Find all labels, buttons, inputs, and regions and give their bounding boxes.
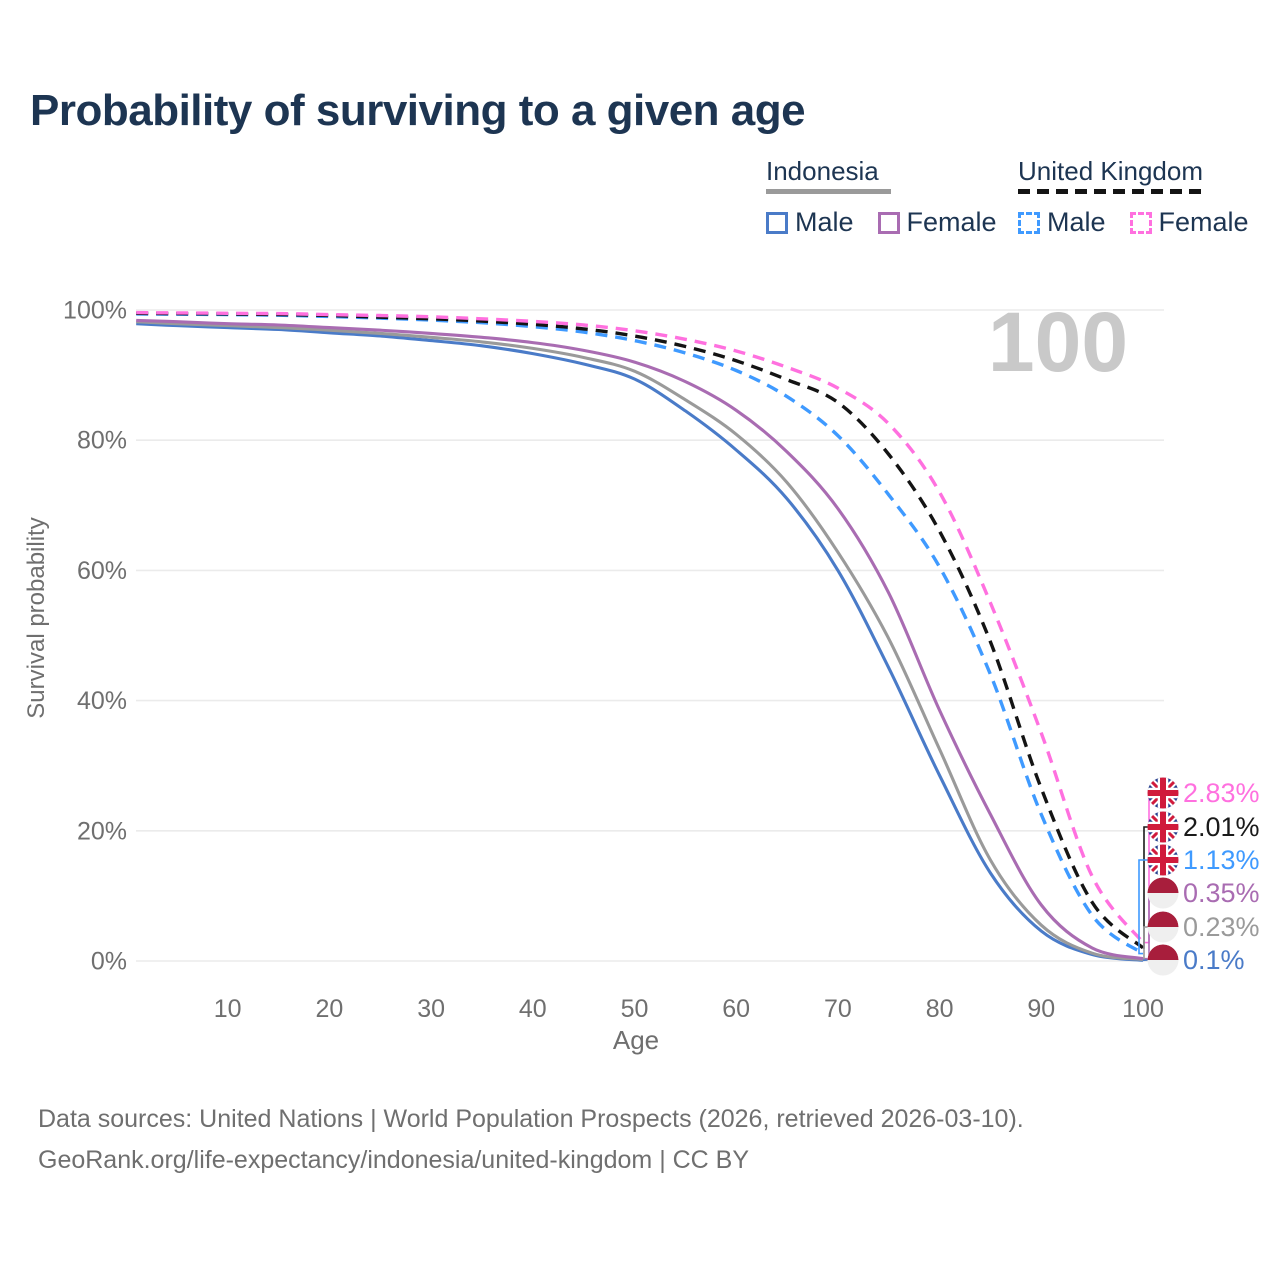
- uk-male-swatch-icon: [1018, 211, 1040, 234]
- x-tick-label: 60: [722, 995, 750, 1023]
- curve-id_male[interactable]: [136, 322, 1144, 962]
- footer-attribution: GeoRank.org/life-expectancy/indonesia/un…: [38, 1146, 750, 1175]
- curve-uk_female[interactable]: [136, 310, 1145, 944]
- indonesia-flag-icon: [1147, 944, 1179, 976]
- curve-id_both[interactable]: [136, 320, 1144, 962]
- y-tick-label: 80%: [77, 427, 127, 455]
- x-tick-label: 70: [824, 995, 852, 1023]
- hover-age-marker: 100: [988, 295, 1128, 389]
- end-label-value: 2.01%: [1183, 812, 1260, 842]
- x-tick-label: 40: [519, 995, 547, 1023]
- indonesia-flag-icon: [1147, 877, 1179, 909]
- y-tick-label: 20%: [77, 817, 127, 845]
- x-tick-label: 100: [1122, 995, 1164, 1023]
- legend-underline-united-kingdom: [1018, 189, 1208, 195]
- y-tick-label: 100%: [63, 297, 127, 325]
- legend-item-label: Male: [795, 207, 854, 238]
- end-label-value: 1.13%: [1183, 845, 1260, 875]
- end-label-value: 0.35%: [1183, 878, 1260, 908]
- legend-group-indonesia: Indonesia Male Female: [766, 156, 997, 238]
- footer-sources: Data sources: United Nations | World Pop…: [38, 1105, 1024, 1133]
- curve-uk_male[interactable]: [136, 312, 1145, 956]
- end-label-value: 0.1%: [1183, 945, 1245, 975]
- curve-uk_both[interactable]: [136, 311, 1145, 950]
- indonesia-flag-icon: [1147, 911, 1179, 943]
- indonesia-male-swatch-icon: [766, 211, 788, 234]
- x-tick-label: 20: [315, 995, 343, 1023]
- x-tick-label: 50: [621, 995, 649, 1023]
- legend-item-label: Female: [1158, 207, 1249, 238]
- x-tick-label: 90: [1027, 995, 1055, 1023]
- legend-group-indonesia-label[interactable]: Indonesia: [766, 156, 879, 186]
- legend-group-united-kingdom: United Kingdom Male Female: [1018, 156, 1249, 238]
- x-tick-label: 30: [417, 995, 445, 1023]
- x-tick-label: 80: [926, 995, 954, 1023]
- gridlines: [136, 309, 1164, 962]
- x-axis-title: Age: [613, 1025, 659, 1055]
- uk-flag-icon: [1147, 811, 1179, 843]
- footer: Data sources: United Nations | World Pop…: [38, 1104, 1024, 1187]
- page-title: Probability of surviving to a given age: [30, 86, 806, 135]
- legend-item-uk-female[interactable]: Female: [1129, 207, 1249, 238]
- legend-underline-indonesia: [766, 189, 892, 195]
- y-tick-label: 40%: [77, 687, 127, 715]
- uk-female-swatch-icon: [1129, 211, 1152, 234]
- indonesia-female-swatch-icon: [877, 211, 900, 234]
- curves: [136, 310, 1145, 962]
- x-tick-label: 10: [214, 995, 242, 1023]
- legend-item-uk-male[interactable]: Male: [1018, 207, 1106, 238]
- end-label-connector: [1138, 859, 1148, 955]
- legend-item-indonesia-female[interactable]: Female: [877, 207, 997, 238]
- legend-item-label: Male: [1047, 207, 1106, 238]
- legend-group-united-kingdom-label[interactable]: United Kingdom: [1018, 156, 1203, 186]
- end-label-value: 0.23%: [1183, 912, 1260, 942]
- end-labels: 2.83% 2.01%1.13%0.35% 0.23%0.1%: [1138, 777, 1260, 976]
- uk-flag-icon: [1147, 844, 1179, 876]
- axis-labels: 0% 20% 40% 60% 80% 100% 10 20 30 40 50 60 70 80 90 100: [63, 297, 1164, 1024]
- legend-item-label: Female: [906, 207, 997, 238]
- y-axis-title: Survival probability: [23, 517, 50, 718]
- legend-item-indonesia-male[interactable]: Male: [766, 207, 854, 238]
- y-tick-label: 0%: [91, 948, 127, 976]
- curve-id_female[interactable]: [136, 318, 1144, 961]
- uk-flag-icon: [1147, 777, 1179, 809]
- y-tick-label: 60%: [77, 557, 127, 585]
- end-label-value: 2.83%: [1183, 778, 1260, 808]
